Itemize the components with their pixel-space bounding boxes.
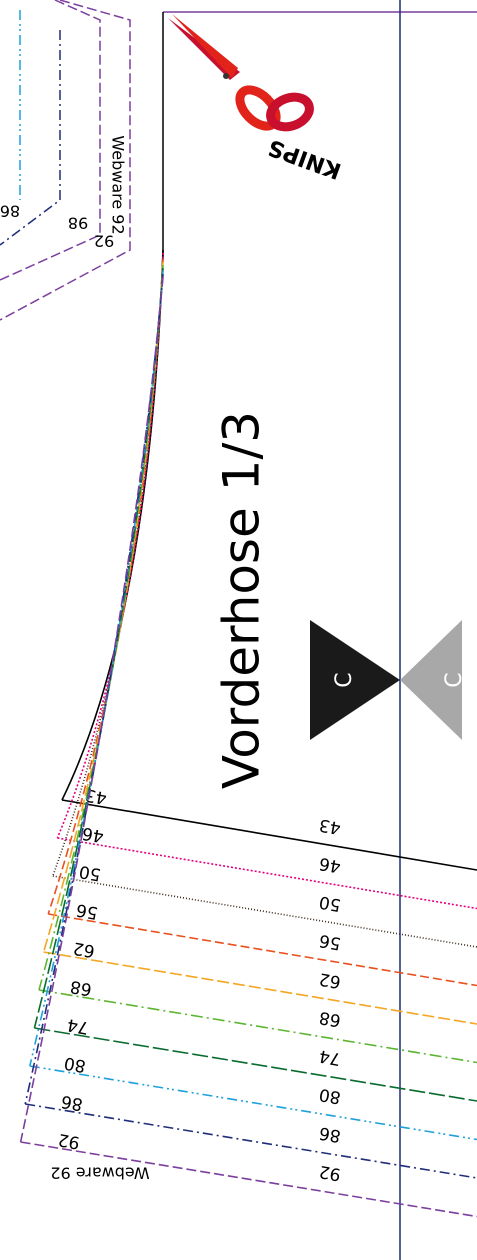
size-label: 46 bbox=[81, 823, 106, 846]
size-label: 68 bbox=[69, 976, 94, 999]
side-seam bbox=[29, 270, 164, 1067]
size-label: 62 bbox=[318, 968, 343, 991]
hem-line bbox=[38, 989, 477, 1064]
hem-line bbox=[43, 951, 477, 1025]
size-label: 56 bbox=[318, 930, 343, 953]
hem-line bbox=[34, 1027, 477, 1102]
size-label: 86 bbox=[318, 1122, 343, 1145]
size-label: 92 bbox=[57, 1129, 82, 1152]
side-seam bbox=[52, 255, 164, 877]
size-label: 80 bbox=[63, 1052, 88, 1075]
side-seam bbox=[47, 258, 164, 915]
side-seam bbox=[38, 264, 164, 991]
fragment-lines bbox=[0, 0, 131, 321]
fabric-label: Webware 92 bbox=[50, 1164, 149, 1183]
hem-line bbox=[25, 1103, 477, 1179]
hem-line bbox=[52, 875, 477, 948]
hem-line bbox=[61, 799, 477, 871]
side-seam bbox=[42, 261, 164, 953]
size-label: 62 bbox=[72, 937, 97, 960]
brand-label: KNIPS bbox=[265, 134, 345, 183]
piece-title: Vorderhose 1/3 bbox=[213, 411, 271, 789]
size-label: 50 bbox=[318, 891, 343, 914]
size-label: 50 bbox=[78, 861, 103, 884]
size-label: 68 bbox=[318, 1007, 343, 1030]
size-label: 86 bbox=[0, 202, 20, 221]
size-label: 86 bbox=[60, 1091, 85, 1114]
size-label: 92 bbox=[318, 1161, 343, 1184]
hem-line bbox=[57, 837, 477, 910]
size-label: 80 bbox=[318, 1084, 343, 1107]
size-label: 98 bbox=[68, 214, 88, 233]
notch-label: C bbox=[332, 672, 357, 687]
size-label: 56 bbox=[75, 899, 100, 922]
hem-line bbox=[29, 1065, 477, 1141]
hem-line bbox=[48, 913, 477, 987]
size-label: 74 bbox=[318, 1045, 343, 1068]
size-label: 46 bbox=[318, 853, 343, 876]
hem-line bbox=[20, 1141, 477, 1218]
side-seam bbox=[61, 249, 164, 801]
side-seam bbox=[33, 267, 164, 1029]
side-seam bbox=[19, 276, 164, 1143]
notch-triangle bbox=[310, 620, 400, 740]
fabric-label: Webware 92 bbox=[109, 135, 128, 234]
size-label: 92 bbox=[94, 232, 114, 251]
side-seam bbox=[56, 252, 164, 839]
notch-triangle bbox=[400, 620, 462, 740]
size-label: 43 bbox=[318, 814, 343, 837]
scissors-icon bbox=[168, 14, 314, 132]
notch-label: C bbox=[442, 672, 467, 687]
size-label: 74 bbox=[66, 1014, 91, 1037]
